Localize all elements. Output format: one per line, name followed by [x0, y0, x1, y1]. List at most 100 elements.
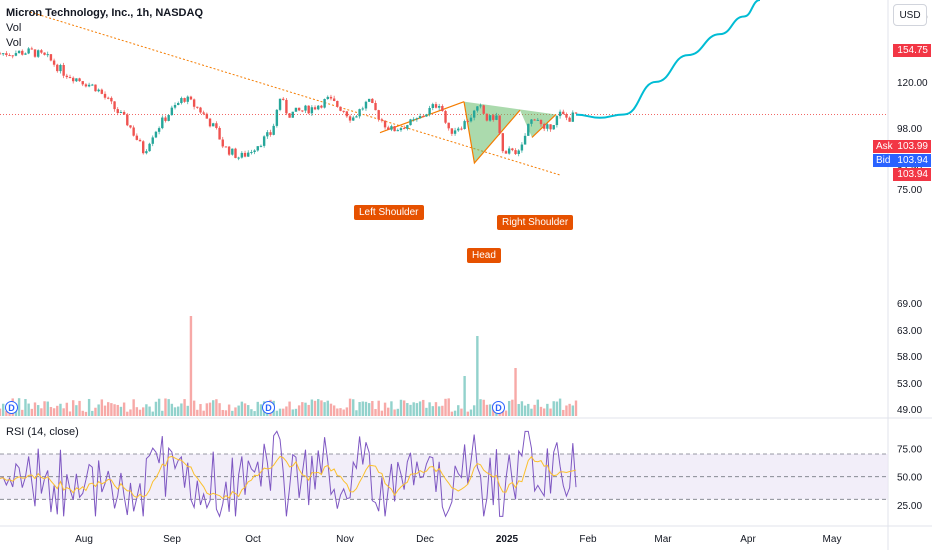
- volume-bar: [437, 406, 441, 416]
- candle-body: [56, 64, 59, 72]
- volume-bar: [167, 399, 170, 416]
- candle-body: [110, 97, 113, 102]
- candle-body: [177, 103, 180, 105]
- volume-bar: [396, 408, 399, 416]
- candle-body: [307, 105, 310, 114]
- volume-bar: [138, 409, 142, 416]
- candle-body: [215, 123, 218, 128]
- candle-body: [259, 145, 263, 147]
- candle-body: [371, 98, 374, 103]
- volume-bar: [304, 402, 307, 416]
- volume-bar: [46, 401, 49, 416]
- volume-bar: [539, 406, 543, 416]
- candle-body: [453, 130, 457, 134]
- candle-body: [196, 106, 199, 108]
- candle-body: [415, 118, 419, 120]
- candle-body: [231, 148, 234, 155]
- candle-body: [36, 50, 40, 57]
- candle-body: [460, 128, 463, 130]
- volume-bar: [43, 401, 46, 416]
- candle-body: [520, 144, 524, 151]
- candle-body: [46, 54, 49, 56]
- volume-bar: [488, 404, 492, 416]
- candle-body: [320, 105, 323, 108]
- volume-bar: [119, 406, 123, 416]
- volume-label-1: Vol: [6, 22, 22, 34]
- volume-bar: [285, 406, 288, 416]
- candle-body: [154, 131, 158, 138]
- candle-body: [262, 136, 266, 146]
- dividend-badge[interactable]: D: [5, 401, 18, 414]
- candle-body: [202, 112, 205, 114]
- volume-bar: [549, 408, 552, 416]
- volume-bar: [256, 401, 259, 416]
- volume-bar: [345, 407, 349, 416]
- volume-bar: [558, 398, 562, 416]
- currency-button[interactable]: USD: [893, 4, 927, 26]
- candle-body: [266, 132, 269, 137]
- candle-body: [488, 115, 492, 121]
- candle-body: [78, 78, 81, 82]
- volume-bar: [215, 399, 218, 416]
- volume-bar: [282, 408, 285, 416]
- volume-bar: [275, 410, 279, 416]
- volume-bar: [329, 403, 333, 416]
- volume-bar: [24, 399, 27, 416]
- volume-bar: [520, 401, 524, 416]
- projection-line: [575, 0, 761, 119]
- candle-body: [412, 119, 415, 121]
- rsi-lines: [0, 430, 577, 518]
- candle-body: [317, 105, 320, 110]
- volume-bar: [380, 410, 384, 416]
- candle-body: [406, 125, 409, 129]
- candle-body: [291, 111, 294, 118]
- volume-bar: [447, 398, 450, 416]
- candle-body: [565, 114, 568, 118]
- volume-bar: [450, 411, 454, 416]
- candle-body: [562, 111, 565, 115]
- volume-bar: [75, 405, 78, 416]
- candle-body: [313, 107, 317, 110]
- rsi-line: [0, 430, 577, 518]
- candle-body: [119, 112, 123, 114]
- candle-body: [552, 125, 555, 130]
- volume-bar: [466, 411, 470, 416]
- candle-body: [17, 50, 21, 54]
- candle-body: [482, 105, 485, 114]
- rsi-indicator-label: RSI (14, close): [6, 426, 79, 438]
- candle-body: [14, 53, 18, 56]
- volume-bar: [56, 405, 59, 416]
- volume-bar: [425, 407, 428, 416]
- candle-body: [0, 53, 2, 55]
- volume-label-2: Vol: [6, 37, 22, 49]
- volume-bar: [247, 405, 250, 416]
- dividend-badge[interactable]: D: [262, 401, 275, 414]
- volume-bar: [212, 400, 215, 416]
- candle-body: [431, 104, 434, 108]
- volume-bar: [358, 402, 361, 416]
- volume-bar: [504, 410, 508, 416]
- volume-bar: [523, 405, 527, 416]
- candle-body: [390, 126, 393, 130]
- volume-bar: [126, 411, 129, 416]
- candle-body: [157, 128, 161, 132]
- volume-bar: [352, 399, 355, 416]
- time-tick-label: Oct: [245, 534, 261, 545]
- volume-bar: [113, 404, 116, 416]
- head-label: Head: [467, 248, 501, 263]
- time-tick-label: Nov: [336, 534, 354, 545]
- dividend-badge[interactable]: D: [492, 401, 505, 414]
- volume-bar: [530, 408, 533, 416]
- candle-body: [227, 146, 231, 155]
- candle-body: [409, 119, 412, 126]
- volume-bar: [393, 409, 396, 416]
- candle-body: [250, 152, 253, 154]
- price-tick-label: 53.00: [897, 379, 922, 390]
- candle-body: [100, 89, 104, 94]
- candle-body: [221, 139, 224, 147]
- candle-body: [8, 55, 11, 57]
- volume-bar: [173, 407, 177, 416]
- volume-bar: [428, 402, 431, 416]
- volume-bar: [253, 411, 256, 416]
